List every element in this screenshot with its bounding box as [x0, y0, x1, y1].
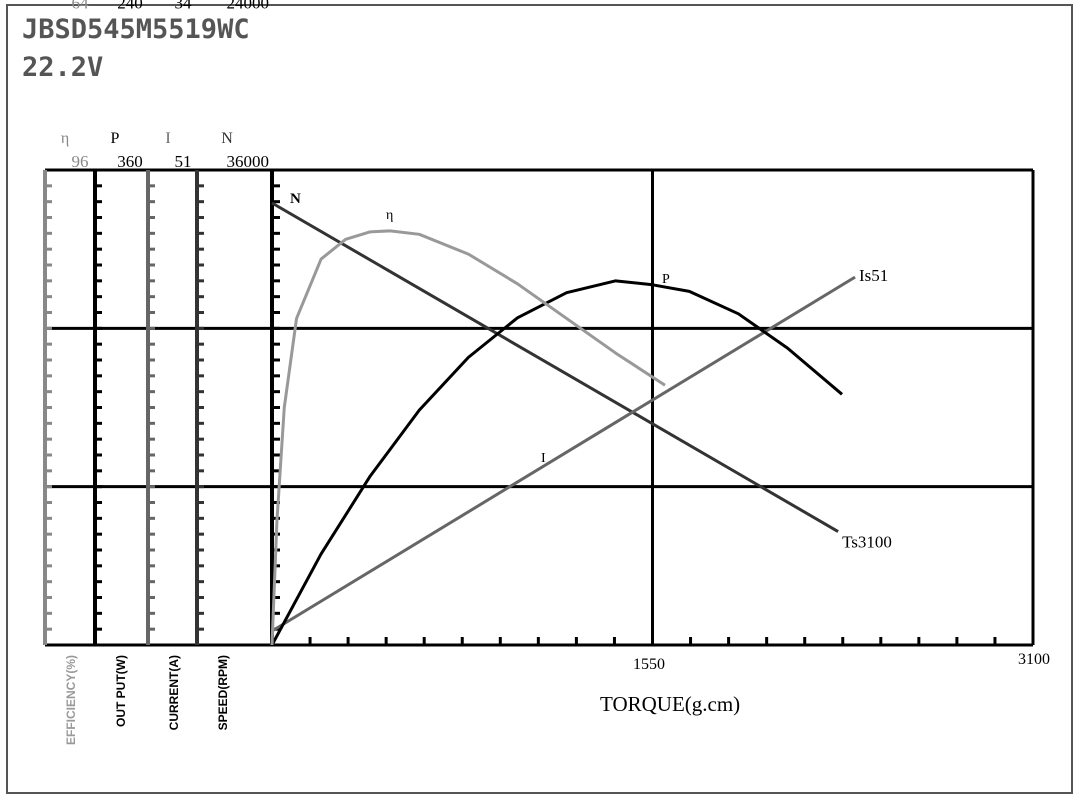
series-name-label: I [541, 451, 546, 466]
axis-tick-label: 360 [117, 152, 143, 171]
model-title: JBSD545M5519WC [22, 14, 250, 45]
x-tick-label-3100: 3100 [1018, 651, 1050, 668]
x-axis-label: TORQUE(g.cm) [600, 692, 740, 716]
series-line-0 [271, 201, 839, 533]
axis-tick-label: 96 [72, 152, 89, 171]
axis-symbol: P [111, 130, 120, 147]
axis-symbol: I [165, 130, 170, 147]
axis-symbol: η [61, 130, 69, 147]
voltage-title: 22.2V [22, 52, 104, 83]
series-name-label: P [662, 272, 670, 287]
axis-tick-label: 64 [72, 0, 90, 13]
axis-tick-label: 34 [175, 0, 193, 13]
axis-title: OUT PUT(W) [114, 655, 128, 727]
x-tick-label-1550: 1550 [633, 656, 665, 673]
series-end-label: Ts3100 [842, 533, 892, 552]
axis-title: EFFICIENCY(%) [64, 655, 78, 745]
axis-title: SPEED(RPM) [216, 655, 230, 730]
chart-frame [6, 4, 1073, 794]
axis-tick-label: 24000 [227, 0, 270, 13]
axis-title: CURRENT(A) [167, 655, 181, 730]
series-name-label: N [290, 191, 301, 207]
series-name-label: η [386, 208, 393, 223]
axis-symbol: N [221, 130, 233, 147]
axis-tick-label: 240 [117, 0, 143, 13]
axis-tick-label: 36000 [227, 152, 270, 171]
series-line-3 [270, 229, 666, 646]
series-line-1 [271, 275, 856, 633]
axis-tick-label: 51 [175, 152, 192, 171]
series-end-label: Is51 [859, 266, 888, 285]
